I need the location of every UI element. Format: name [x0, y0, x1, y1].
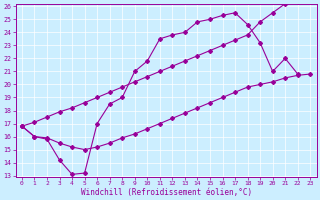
X-axis label: Windchill (Refroidissement éolien,°C): Windchill (Refroidissement éolien,°C): [81, 188, 252, 197]
